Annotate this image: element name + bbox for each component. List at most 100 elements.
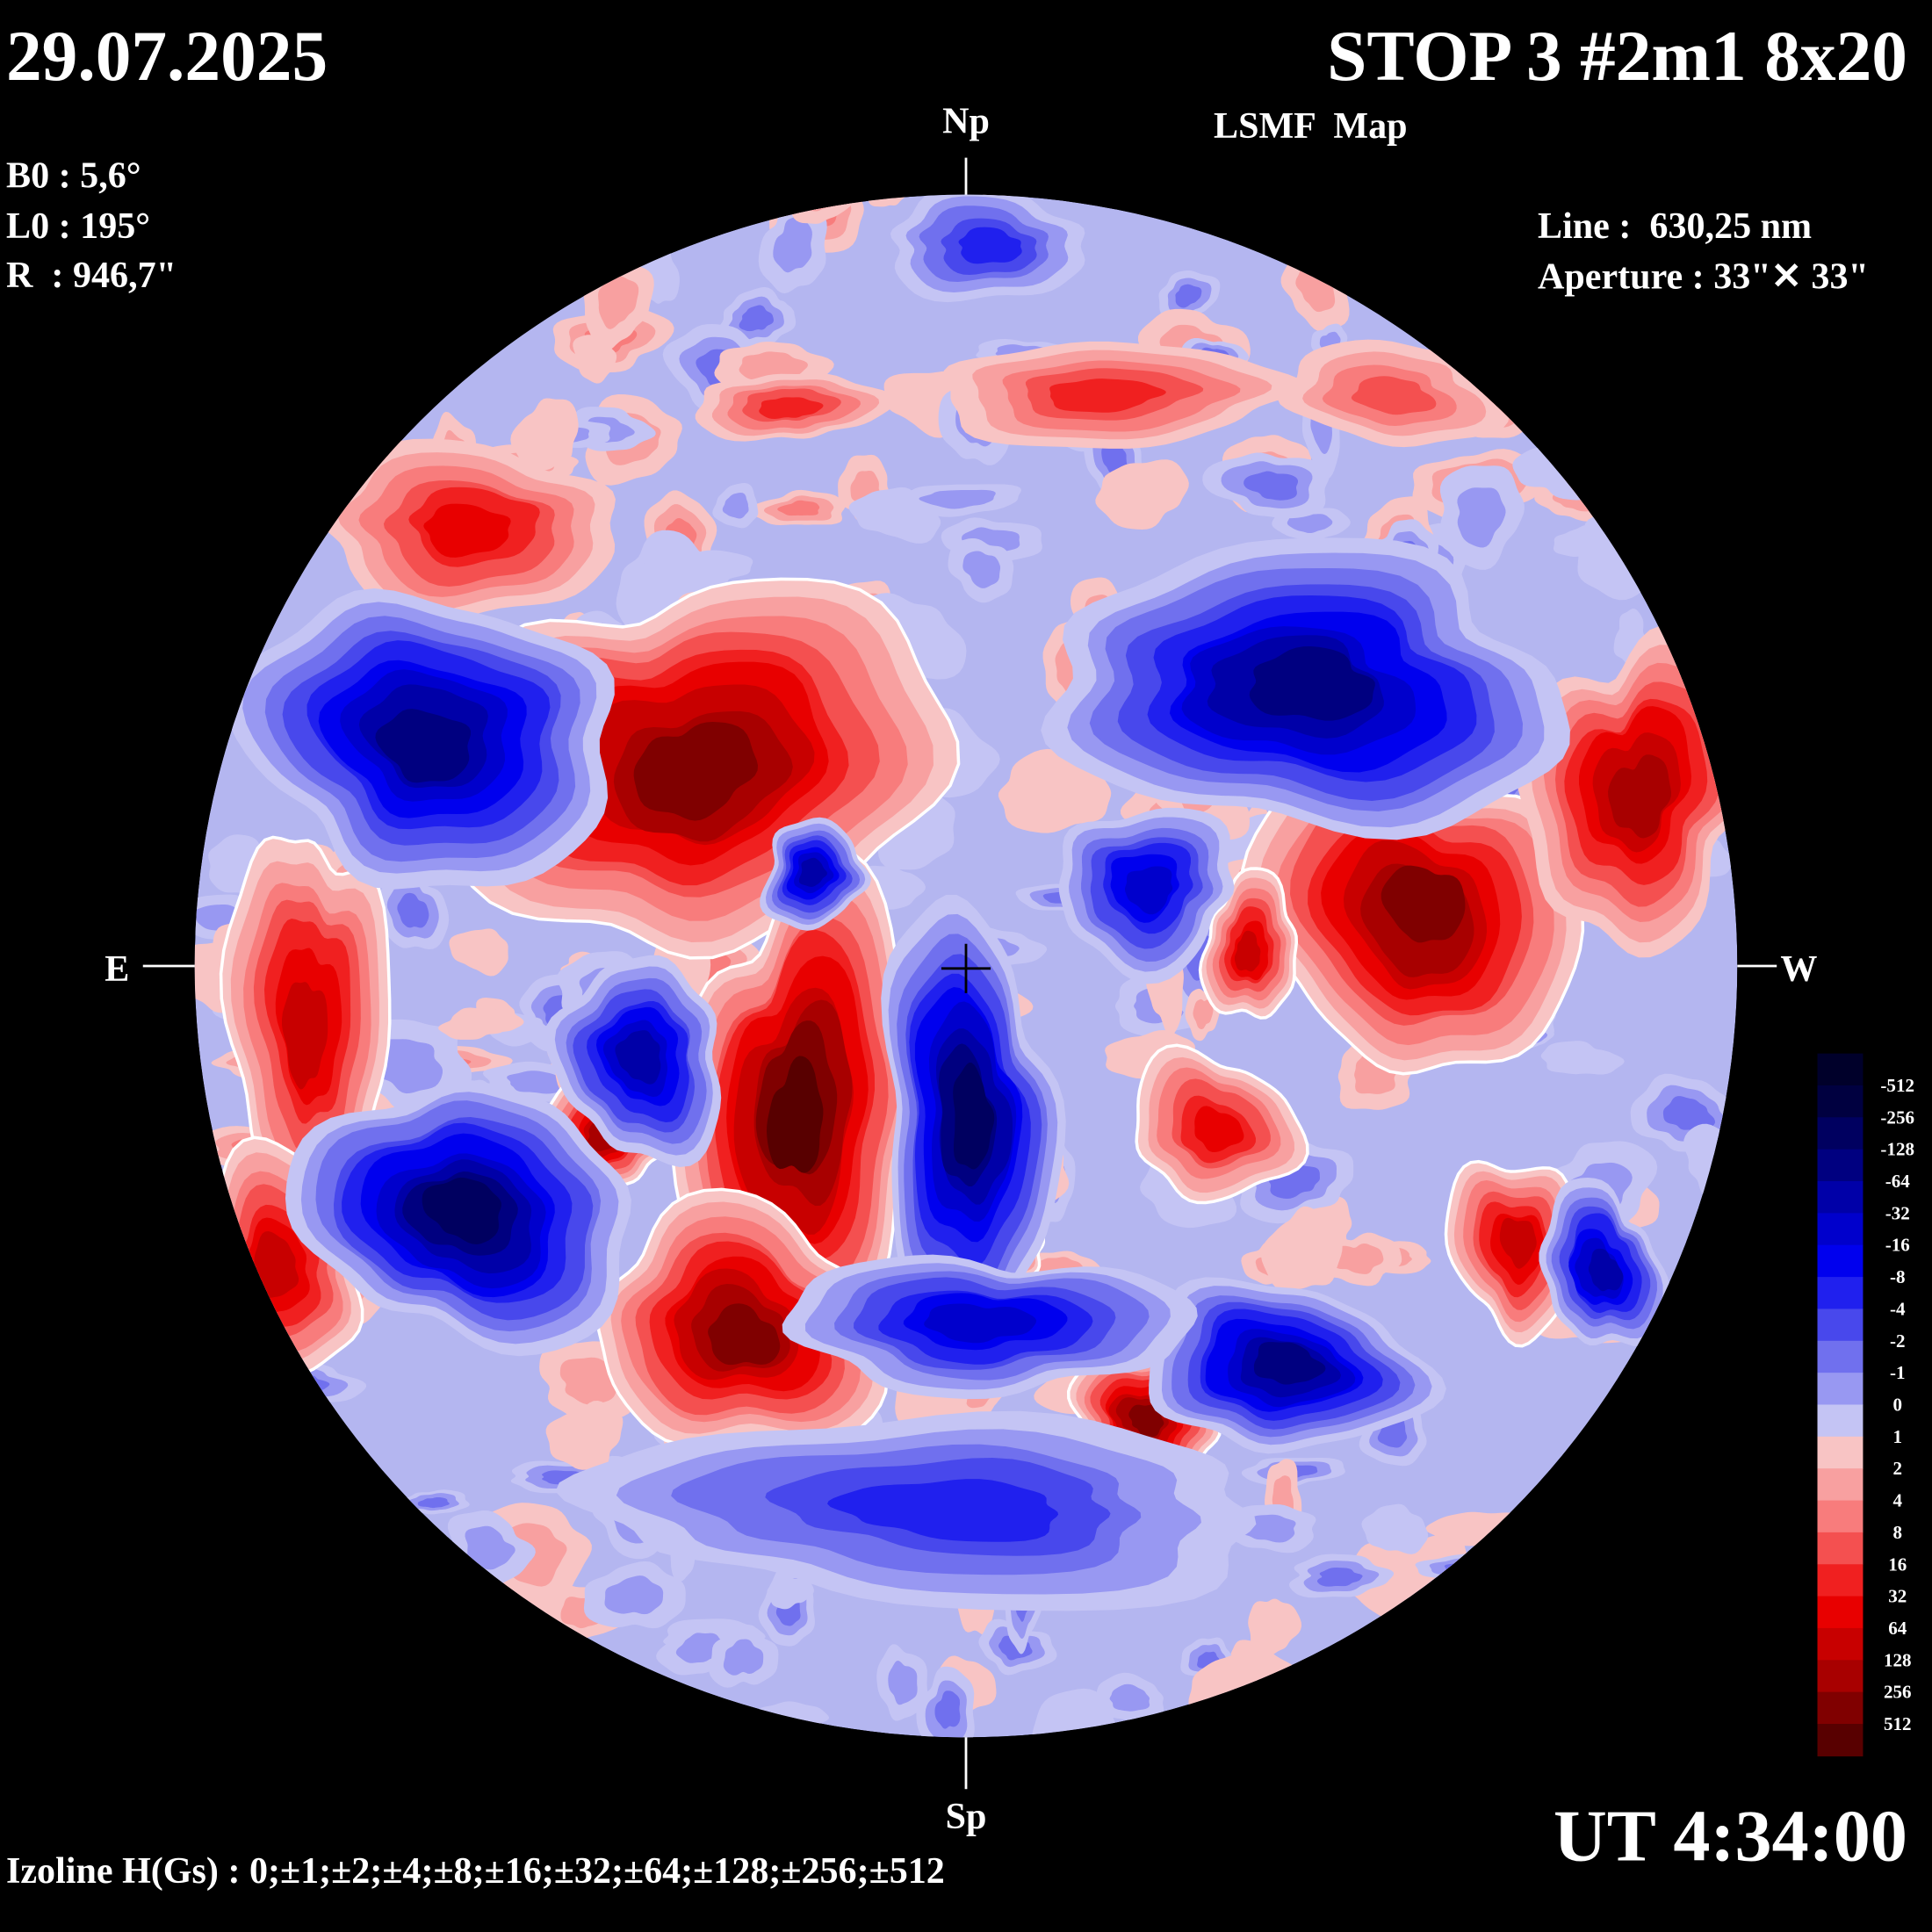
- colorbar-label: 64: [1888, 1618, 1907, 1639]
- colorbar-label: 256: [1884, 1682, 1912, 1703]
- field-region: [798, 857, 827, 887]
- colorbar-label: 8: [1892, 1522, 1902, 1543]
- field-region: [1607, 754, 1671, 839]
- field-region: [545, 1401, 624, 1470]
- field-region: [766, 1056, 824, 1173]
- colorbar-cell: [1817, 1181, 1864, 1215]
- subtitle: LSMF Map: [1214, 105, 1408, 147]
- colorbar-cell: [1817, 1627, 1864, 1662]
- title: STOP 3 #2m1 8x20: [1327, 16, 1907, 96]
- field-region: [1253, 1342, 1326, 1385]
- colorbar-label: 1: [1892, 1426, 1902, 1447]
- colorbar-label: 512: [1884, 1713, 1912, 1734]
- date: 29.07.2025: [6, 16, 328, 96]
- colorbar-cell: [1817, 1691, 1864, 1725]
- field-region: [767, 1576, 814, 1610]
- colorbar-label: -64: [1885, 1171, 1911, 1192]
- field-region: [397, 892, 429, 928]
- field-region: [722, 492, 749, 519]
- colorbar-cell: [1817, 1436, 1864, 1469]
- field-region: [1361, 1503, 1429, 1554]
- instrument: Line : 630,25 nm: [1538, 205, 1812, 247]
- colorbar-label: -4: [1890, 1298, 1906, 1319]
- colorbar-cell: [1817, 1117, 1864, 1150]
- field-region: [919, 489, 996, 509]
- field-region: [604, 1575, 664, 1615]
- field-region: [1049, 378, 1166, 413]
- field-region: [465, 1525, 515, 1570]
- field-region: [598, 275, 639, 329]
- izolines: Izoline H(Gs) : 0;±1;±2;±4;±8;±16;±32;±6…: [6, 1850, 945, 1892]
- field-region: [1260, 1206, 1343, 1291]
- field-region: [252, 1230, 299, 1299]
- colorbar-cell: [1817, 1468, 1864, 1502]
- field-region: [1287, 514, 1333, 533]
- field-region: [1662, 1096, 1715, 1131]
- field-region: [417, 1496, 450, 1509]
- time: UT 4:34:00: [1554, 1796, 1907, 1878]
- field-region: [739, 305, 774, 332]
- field-region: [1234, 930, 1261, 972]
- colorbar-cell: [1817, 1660, 1864, 1693]
- west-label: W: [1780, 948, 1817, 990]
- field-region: [633, 722, 759, 821]
- field-region: [723, 1639, 764, 1676]
- field-region: [924, 1303, 1037, 1344]
- field-region: [438, 1007, 505, 1040]
- field-region: [1095, 459, 1189, 530]
- parameter: B0 : 5,6°: [6, 155, 141, 196]
- field-region: [638, 550, 753, 593]
- colorbar-label: 32: [1888, 1586, 1907, 1607]
- field-region: [1175, 284, 1202, 308]
- field-region: [1249, 646, 1375, 721]
- field-region: [739, 351, 808, 380]
- east-label: E: [105, 948, 129, 990]
- field-region: [1124, 866, 1173, 915]
- field-region: [958, 227, 1022, 264]
- field-region: [1330, 1243, 1384, 1274]
- field-region: [282, 982, 328, 1090]
- field-region: [422, 1177, 501, 1244]
- colorbar-cell: [1817, 1277, 1864, 1310]
- colorbar-cell: [1817, 1085, 1864, 1119]
- field-region: [1499, 1217, 1537, 1269]
- field-region: [1027, 1688, 1130, 1738]
- colorbar-cell: [1817, 1213, 1864, 1246]
- field-region: [1588, 1248, 1624, 1292]
- colorbar-label: 16: [1888, 1554, 1907, 1575]
- instrument: Aperture : 33"✕ 33": [1538, 256, 1869, 297]
- field-region: [423, 503, 511, 558]
- colorbar-cell: [1817, 1724, 1864, 1757]
- field-region: [773, 216, 812, 273]
- field-region: [1194, 1106, 1244, 1153]
- parameter: R : 946,7": [6, 255, 177, 296]
- colorbar-cell: [1817, 1244, 1864, 1278]
- north-label: Np: [942, 101, 990, 142]
- field-region: [449, 928, 508, 977]
- field-region: [1457, 487, 1506, 548]
- field-region: [1193, 998, 1214, 1029]
- solar-disk: [194, 194, 1738, 1738]
- field-region: [962, 551, 1001, 588]
- colorbar-label: -1: [1890, 1362, 1906, 1383]
- colorbar-label: 2: [1892, 1458, 1902, 1479]
- colorbar-cell: [1817, 1340, 1864, 1373]
- colorbar-label: 128: [1884, 1649, 1912, 1670]
- colorbar-cell: [1817, 1564, 1864, 1597]
- colorbar-cell: [1817, 1373, 1864, 1406]
- colorbar-cell: [1817, 1149, 1864, 1182]
- colorbar-cell: [1817, 1308, 1864, 1342]
- colorbar-label: -32: [1885, 1202, 1910, 1223]
- field-region: [827, 1479, 1059, 1542]
- colorbar-cell: [1817, 1532, 1864, 1565]
- colorbar-cell: [1817, 1053, 1864, 1086]
- colorbar-cell: [1817, 1500, 1864, 1533]
- field-region: [708, 1303, 781, 1366]
- colorbar-cell: [1817, 1596, 1864, 1629]
- field-region: [1109, 1683, 1150, 1712]
- field-region: [1128, 1404, 1164, 1438]
- field-region: [1317, 1567, 1363, 1587]
- colorbar-label: 0: [1892, 1395, 1902, 1416]
